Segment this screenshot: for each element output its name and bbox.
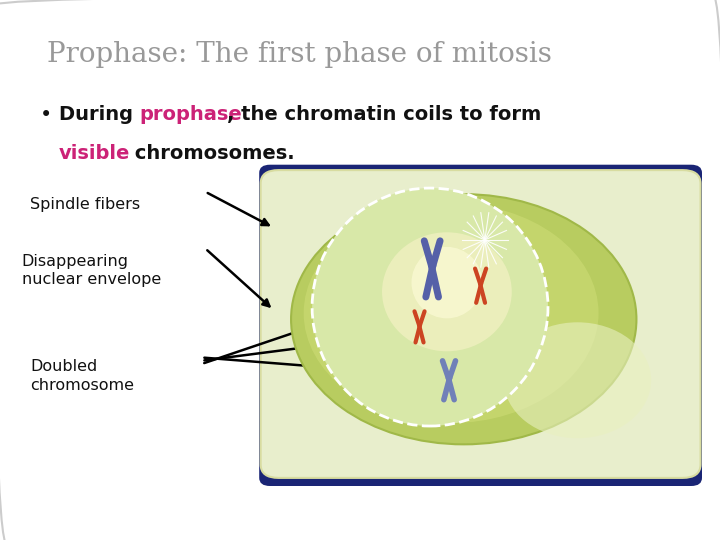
Ellipse shape: [382, 232, 512, 352]
Text: Prophase: The first phase of mitosis: Prophase: The first phase of mitosis: [47, 40, 552, 68]
Text: chromosomes.: chromosomes.: [128, 144, 294, 163]
Ellipse shape: [312, 188, 548, 426]
Text: Spindle fibers: Spindle fibers: [30, 197, 140, 212]
Text: Disappearing
nuclear envelope: Disappearing nuclear envelope: [22, 254, 161, 287]
Ellipse shape: [291, 194, 636, 444]
Text: •: •: [40, 105, 52, 125]
Ellipse shape: [504, 322, 651, 438]
FancyBboxPatch shape: [259, 165, 702, 486]
Ellipse shape: [412, 247, 482, 319]
Text: During: During: [59, 105, 140, 124]
Text: , the chromatin coils to form: , the chromatin coils to form: [227, 105, 541, 124]
Text: visible: visible: [59, 144, 130, 163]
FancyBboxPatch shape: [261, 170, 701, 478]
Text: prophase: prophase: [140, 105, 243, 124]
Text: Doubled
chromosome: Doubled chromosome: [30, 359, 134, 393]
Ellipse shape: [304, 204, 598, 423]
